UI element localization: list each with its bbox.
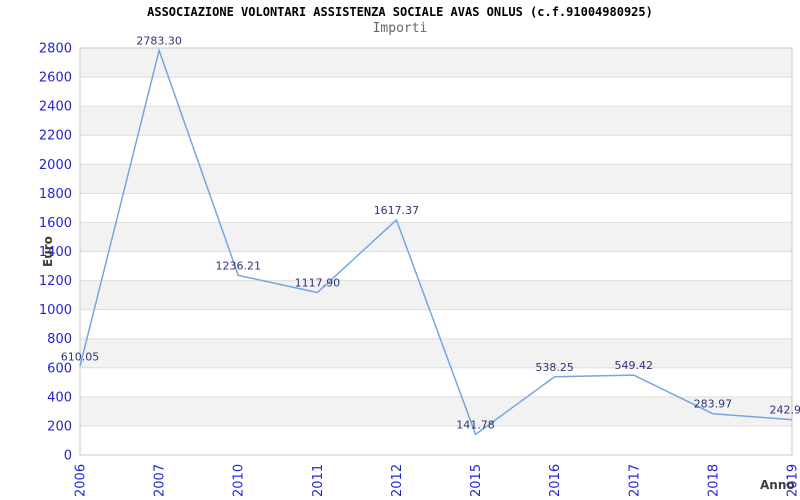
point-value-label: 242.9 <box>770 404 800 417</box>
x-tick-label: 2010 <box>232 464 247 497</box>
y-tick-label: 1400 <box>39 245 72 260</box>
y-tick-label: 1600 <box>39 216 72 231</box>
point-value-label: 1617.37 <box>374 204 420 217</box>
grid-band <box>80 338 792 368</box>
y-tick-label: 200 <box>47 419 72 434</box>
grid-band <box>80 396 792 426</box>
y-tick-label: 400 <box>47 390 72 405</box>
x-tick-label: 2006 <box>74 464 89 497</box>
grid-band <box>80 106 792 136</box>
point-value-label: 2783.30 <box>136 34 182 47</box>
x-tick-label: 2018 <box>706 464 721 497</box>
y-tick-label: 1800 <box>39 187 72 202</box>
x-tick-label: 2007 <box>153 464 168 497</box>
x-axis-title: Anno <box>760 478 795 492</box>
point-value-label: 1117.90 <box>295 277 341 290</box>
y-tick-label: 800 <box>47 332 72 347</box>
data-line <box>79 47 793 436</box>
point-value-label: 549.42 <box>615 359 654 372</box>
y-tick-label: 2800 <box>39 42 72 57</box>
x-tick-label: 2012 <box>390 464 405 497</box>
chart-subtitle: Importi <box>372 21 428 36</box>
x-tick-label: 2015 <box>469 464 484 497</box>
grid-band <box>80 164 792 194</box>
y-tick-label: 1200 <box>39 274 72 289</box>
y-tick-label: 2000 <box>39 158 72 173</box>
point-value-label: 538.25 <box>535 361 574 374</box>
y-tick-label: 2200 <box>39 129 72 144</box>
x-tick-label: 2011 <box>311 464 326 497</box>
y-tick-label: 600 <box>47 361 72 376</box>
grid-band <box>80 48 792 78</box>
grid-band <box>80 280 792 310</box>
chart-title: ASSOCIAZIONE VOLONTARI ASSISTENZA SOCIAL… <box>147 5 653 19</box>
point-value-label: 610.05 <box>61 350 100 363</box>
y-axis-title: Euro <box>41 236 55 267</box>
x-tick-label: 2019 <box>786 464 800 497</box>
x-tick-label: 2017 <box>627 464 642 497</box>
point-value-label: 141.78 <box>456 418 495 431</box>
y-tick-label: 0 <box>64 449 72 464</box>
y-tick-label: 2600 <box>39 71 72 86</box>
point-value-label: 1236.21 <box>215 259 261 272</box>
point-value-label: 283.97 <box>694 398 733 411</box>
grid-band <box>80 222 792 252</box>
x-tick-label: 2016 <box>548 464 563 497</box>
y-tick-label: 1000 <box>39 303 72 318</box>
plot-border <box>79 47 793 456</box>
y-tick-label: 2400 <box>39 100 72 115</box>
